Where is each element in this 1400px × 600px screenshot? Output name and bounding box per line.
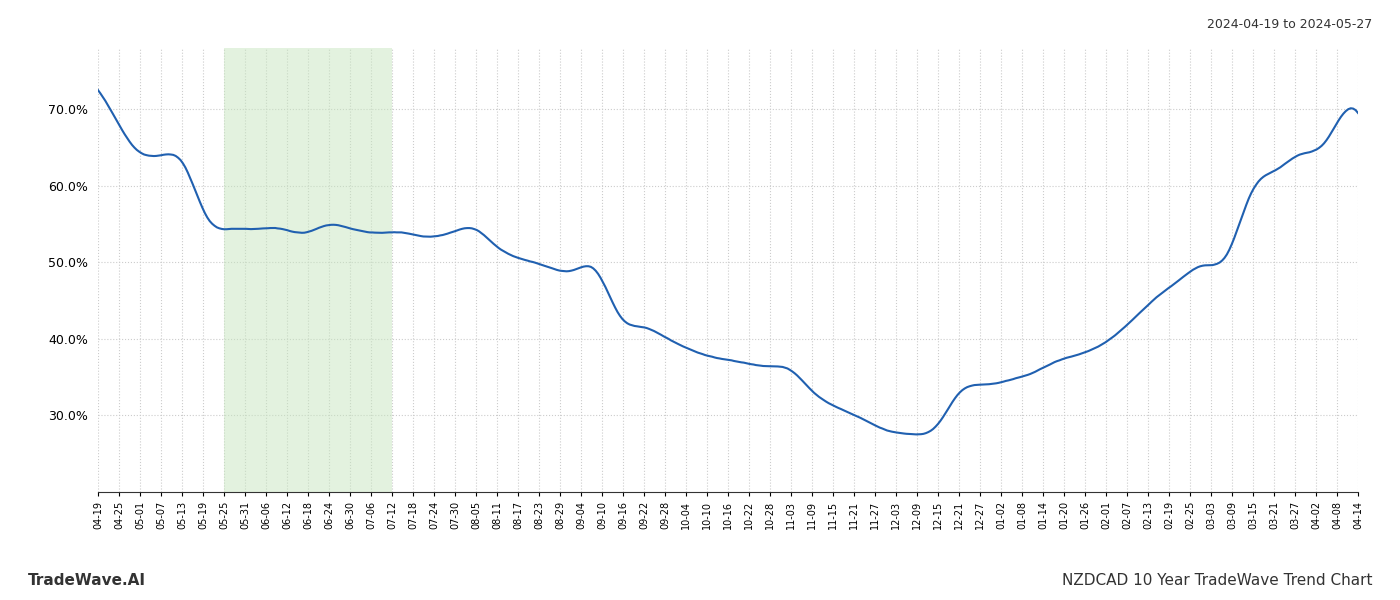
Bar	[224, 48, 392, 492]
Text: 2024-04-19 to 2024-05-27: 2024-04-19 to 2024-05-27	[1207, 18, 1372, 31]
Text: NZDCAD 10 Year TradeWave Trend Chart: NZDCAD 10 Year TradeWave Trend Chart	[1061, 573, 1372, 588]
Text: TradeWave.AI: TradeWave.AI	[28, 573, 146, 588]
